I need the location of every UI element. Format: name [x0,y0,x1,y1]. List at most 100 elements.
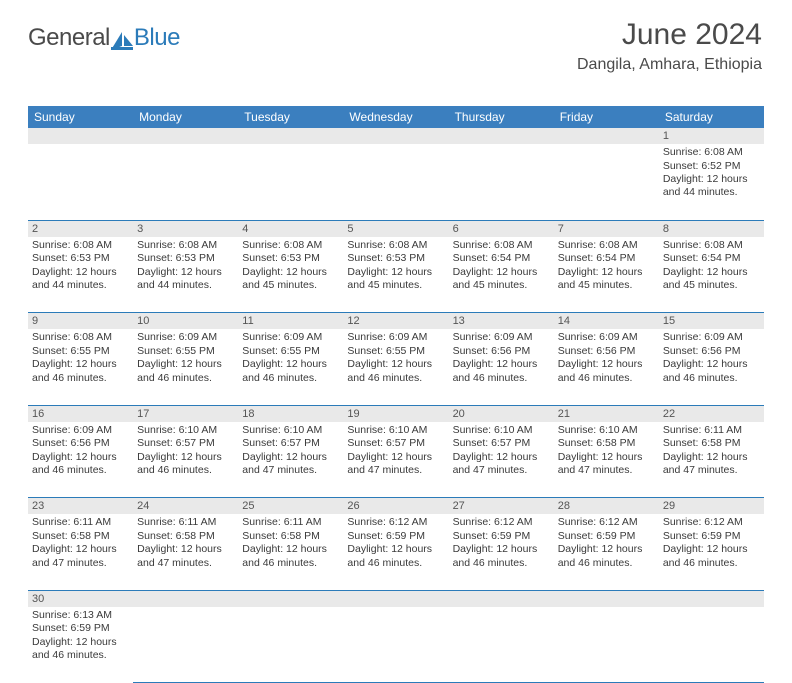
daylight-text-2: and 46 minutes. [453,557,550,570]
calendar-day-cell: Sunrise: 6:08 AMSunset: 6:53 PMDaylight:… [28,237,133,313]
calendar-daynum-cell: 20 [449,405,554,422]
calendar-daynum-cell: 2 [28,220,133,237]
sunset-text: Sunset: 6:57 PM [137,437,234,450]
sunrise-text: Sunrise: 6:08 AM [32,239,129,252]
sunrise-text: Sunrise: 6:08 AM [32,331,129,344]
calendar-daynum-cell: 15 [659,313,764,330]
calendar-daynum-cell: 4 [238,220,343,237]
daylight-text-1: Daylight: 12 hours [137,451,234,464]
calendar-day-cell: Sunrise: 6:08 AMSunset: 6:54 PMDaylight:… [659,237,764,313]
calendar-day-cell: Sunrise: 6:10 AMSunset: 6:57 PMDaylight:… [133,422,238,498]
sunset-text: Sunset: 6:59 PM [558,530,655,543]
sunrise-text: Sunrise: 6:13 AM [32,609,129,622]
daylight-text-1: Daylight: 12 hours [347,543,444,556]
daylight-text-1: Daylight: 12 hours [558,266,655,279]
sunset-text: Sunset: 6:58 PM [137,530,234,543]
sunrise-text: Sunrise: 6:08 AM [558,239,655,252]
daylight-text-2: and 47 minutes. [137,557,234,570]
calendar-day-cell: Sunrise: 6:12 AMSunset: 6:59 PMDaylight:… [659,514,764,590]
calendar-day-cell [133,607,238,683]
daylight-text-2: and 45 minutes. [242,279,339,292]
sunrise-text: Sunrise: 6:09 AM [663,331,760,344]
calendar-day-cell: Sunrise: 6:08 AMSunset: 6:54 PMDaylight:… [554,237,659,313]
calendar-day-cell: Sunrise: 6:10 AMSunset: 6:57 PMDaylight:… [449,422,554,498]
calendar-day-cell [659,607,764,683]
calendar-daynum-cell: 3 [133,220,238,237]
calendar-day-cell: Sunrise: 6:10 AMSunset: 6:57 PMDaylight:… [238,422,343,498]
calendar-day-cell: Sunrise: 6:11 AMSunset: 6:58 PMDaylight:… [28,514,133,590]
calendar-day-cell: Sunrise: 6:09 AMSunset: 6:55 PMDaylight:… [238,329,343,405]
calendar-daynum-cell [238,590,343,607]
daylight-text-2: and 46 minutes. [137,464,234,477]
sunset-text: Sunset: 6:56 PM [453,345,550,358]
calendar-day-cell: Sunrise: 6:08 AMSunset: 6:53 PMDaylight:… [238,237,343,313]
calendar-daynum-row: 23242526272829 [28,498,764,515]
calendar-daynum-cell [659,590,764,607]
daylight-text-2: and 46 minutes. [347,372,444,385]
daylight-text-1: Daylight: 12 hours [32,543,129,556]
sunset-text: Sunset: 6:58 PM [663,437,760,450]
calendar-daynum-cell [343,590,448,607]
daylight-text-1: Daylight: 12 hours [137,266,234,279]
sunset-text: Sunset: 6:55 PM [137,345,234,358]
calendar-daynum-cell: 10 [133,313,238,330]
calendar-daynum-row: 1 [28,128,764,144]
sunrise-text: Sunrise: 6:12 AM [453,516,550,529]
daylight-text-2: and 47 minutes. [32,557,129,570]
calendar-daynum-cell: 27 [449,498,554,515]
calendar-daynum-cell: 24 [133,498,238,515]
sunrise-text: Sunrise: 6:12 AM [558,516,655,529]
calendar-daynum-cell: 23 [28,498,133,515]
daylight-text-1: Daylight: 12 hours [663,451,760,464]
daylight-text-1: Daylight: 12 hours [347,266,444,279]
sunset-text: Sunset: 6:59 PM [663,530,760,543]
calendar-day-cell [343,144,448,220]
calendar-day-cell [28,144,133,220]
sunrise-text: Sunrise: 6:11 AM [663,424,760,437]
calendar-week-row: Sunrise: 6:08 AMSunset: 6:55 PMDaylight:… [28,329,764,405]
day-header: Saturday [659,106,764,128]
sunset-text: Sunset: 6:57 PM [453,437,550,450]
calendar-daynum-cell: 5 [343,220,448,237]
sunset-text: Sunset: 6:55 PM [32,345,129,358]
daylight-text-2: and 46 minutes. [453,372,550,385]
daylight-text-1: Daylight: 12 hours [453,358,550,371]
sunrise-text: Sunrise: 6:09 AM [242,331,339,344]
daylight-text-2: and 46 minutes. [32,649,129,662]
sunset-text: Sunset: 6:56 PM [663,345,760,358]
daylight-text-2: and 46 minutes. [137,372,234,385]
sunset-text: Sunset: 6:57 PM [347,437,444,450]
calendar-day-cell: Sunrise: 6:10 AMSunset: 6:58 PMDaylight:… [554,422,659,498]
calendar-day-cell [554,607,659,683]
calendar-day-cell [238,607,343,683]
calendar-daynum-cell: 18 [238,405,343,422]
calendar-day-cell: Sunrise: 6:09 AMSunset: 6:55 PMDaylight:… [343,329,448,405]
sunset-text: Sunset: 6:53 PM [137,252,234,265]
sunrise-text: Sunrise: 6:12 AM [663,516,760,529]
logo-text-dark: General [28,24,110,52]
calendar-day-cell: Sunrise: 6:08 AMSunset: 6:53 PMDaylight:… [133,237,238,313]
sunset-text: Sunset: 6:58 PM [558,437,655,450]
calendar-day-cell [343,607,448,683]
day-header: Tuesday [238,106,343,128]
calendar-day-cell [133,144,238,220]
sunset-text: Sunset: 6:54 PM [453,252,550,265]
calendar-daynum-row: 30 [28,590,764,607]
sunset-text: Sunset: 6:55 PM [347,345,444,358]
logo-sail-icon [111,32,133,50]
daylight-text-1: Daylight: 12 hours [558,543,655,556]
calendar-daynum-cell: 26 [343,498,448,515]
sunset-text: Sunset: 6:54 PM [558,252,655,265]
calendar-daynum-cell: 28 [554,498,659,515]
sunset-text: Sunset: 6:53 PM [242,252,339,265]
sunset-text: Sunset: 6:59 PM [32,622,129,635]
daylight-text-2: and 46 minutes. [347,557,444,570]
daylight-text-2: and 46 minutes. [663,557,760,570]
calendar-day-cell [449,607,554,683]
calendar-header-row: Sunday Monday Tuesday Wednesday Thursday… [28,106,764,128]
daylight-text-1: Daylight: 12 hours [558,358,655,371]
calendar-daynum-row: 16171819202122 [28,405,764,422]
calendar-day-cell: Sunrise: 6:13 AMSunset: 6:59 PMDaylight:… [28,607,133,683]
sunrise-text: Sunrise: 6:10 AM [453,424,550,437]
calendar-daynum-row: 9101112131415 [28,313,764,330]
